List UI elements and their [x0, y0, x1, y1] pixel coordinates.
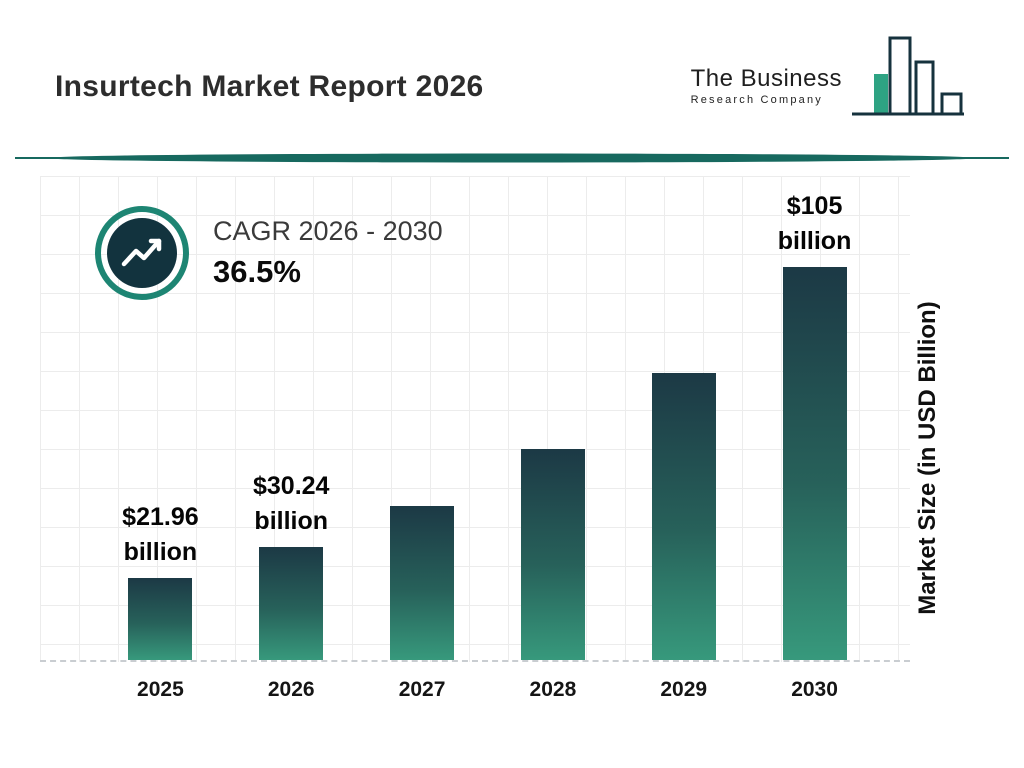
cagr-label: CAGR 2026 - 2030 — [213, 216, 443, 246]
logo-subtitle: Research Company — [690, 94, 824, 106]
bar-column-2029 — [618, 176, 749, 660]
y-axis-label: Market Size (in USD Billion) — [914, 301, 941, 615]
bar-value-label-2030: $105 billion — [777, 192, 852, 255]
x-axis-label-2025: 2025 — [137, 678, 184, 701]
bar-2025 — [128, 578, 193, 660]
bar-2026 — [259, 547, 324, 660]
teal-divider — [15, 153, 1009, 163]
bar-2030 — [782, 267, 847, 660]
logo-name: The Business — [690, 65, 842, 92]
bar-2029 — [651, 373, 716, 660]
company-logo: The Business Research Company — [691, 34, 968, 118]
bar-chart-plot: $21.96 billion $30.24 billion $105 billion — [40, 176, 910, 660]
page-title: Insurtech Market Report 2026 — [55, 70, 484, 104]
cagr-badge: CAGR 2026 - 2030 36.5% — [93, 204, 443, 302]
bar-column-2025: $21.96 billion — [95, 176, 226, 660]
bar-2028 — [520, 449, 585, 660]
bar-chart-icon — [852, 36, 964, 116]
bar-2027 — [390, 506, 455, 660]
bar-column-2030: $105 billion — [749, 176, 880, 660]
trending-up-icon — [95, 206, 189, 300]
x-axis-label-2030: 2030 — [791, 678, 838, 701]
bar-column-2028 — [487, 176, 618, 660]
x-axis-label-2027: 2027 — [398, 678, 446, 701]
cagr-value: 36.5% — [213, 254, 301, 289]
bar-value-label-2026: $30.24 billion — [253, 472, 330, 535]
x-axis-label-2029: 2029 — [660, 678, 708, 701]
cagr-text: CAGR 2026 - 2030 36.5% — [213, 216, 443, 290]
bar-value-label-2025: $21.96 billion — [122, 503, 199, 566]
bar-column-2026: $30.24 billion — [226, 176, 357, 660]
x-axis-label-2028: 2028 — [529, 678, 577, 701]
x-axis-labels: 2025 2026 2027 2028 2029 2030 — [40, 678, 910, 702]
company-logo-text: The Business Research Company — [691, 65, 842, 106]
bar-column-2027 — [357, 176, 488, 660]
x-axis-label-2026: 2026 — [267, 678, 315, 701]
